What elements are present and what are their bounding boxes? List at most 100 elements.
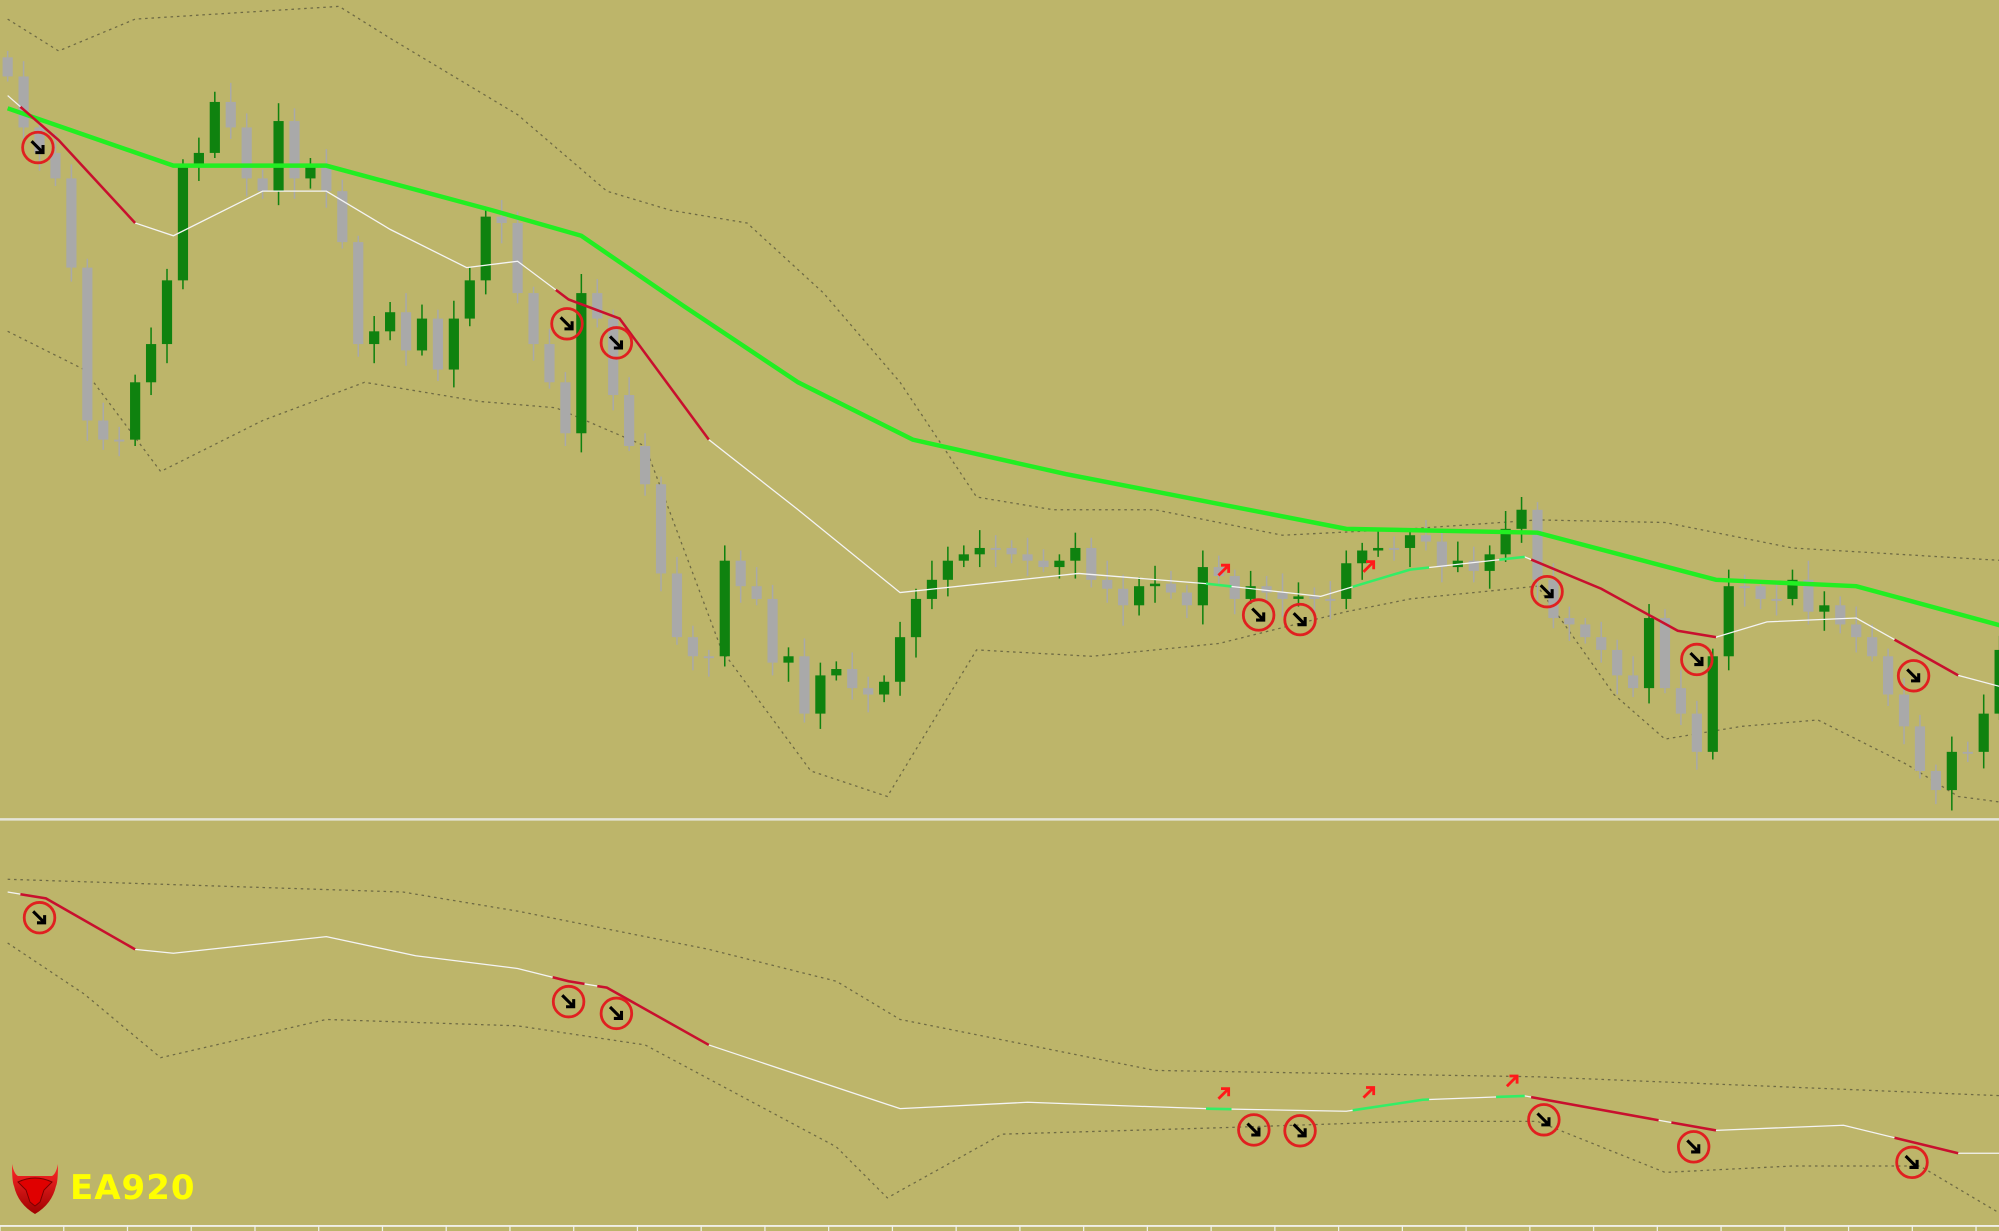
signal-circle	[1283, 1114, 1317, 1148]
bull-candle	[161, 280, 173, 345]
bull-shield-icon	[12, 1164, 58, 1214]
bear-candle	[1882, 656, 1894, 695]
bear-candle	[2, 57, 13, 77]
signal-circle	[1680, 642, 1714, 677]
signal-circle	[550, 307, 584, 341]
bull-candle	[1787, 579, 1798, 599]
sell-arrow-icon	[1251, 607, 1266, 622]
bull-candle	[145, 344, 157, 383]
bear-candle	[1596, 637, 1607, 650]
sell-arrow-icon	[1292, 612, 1307, 627]
buy-arrow-icon	[1217, 563, 1231, 577]
bear-candle	[1118, 588, 1129, 606]
downtrend-segment	[555, 288, 710, 441]
bull-candle	[974, 547, 985, 555]
bear-candle	[66, 178, 77, 268]
bear-candle	[863, 688, 874, 695]
bear-candle	[767, 598, 778, 663]
bear-candle	[1930, 770, 1941, 791]
bear-candle	[1277, 592, 1288, 599]
signal-circle	[1896, 659, 1931, 693]
bear-candle	[655, 484, 667, 574]
signal-circle	[22, 901, 57, 935]
lower-band-line	[7, 330, 1999, 803]
bear-candle	[639, 446, 651, 485]
bear-candle	[1898, 694, 1910, 727]
bull-candle	[1054, 560, 1065, 568]
bear-candle	[703, 656, 714, 659]
signal-circle	[1527, 1103, 1561, 1137]
bear-candle	[432, 318, 444, 370]
sell-arrow-icon	[1904, 1154, 1919, 1169]
bear-candle	[512, 223, 523, 294]
uptrend-segment	[1499, 555, 1525, 561]
bull-candle	[1946, 751, 1957, 791]
sell-arrow-icon	[32, 910, 47, 925]
bear-candle	[624, 395, 635, 447]
bull-candle	[1070, 547, 1081, 561]
uptrend-segment	[1206, 1107, 1232, 1111]
bear-candle	[1628, 675, 1639, 689]
bear-candle	[321, 165, 332, 192]
bull-candle	[480, 216, 491, 281]
bear-candle	[1564, 618, 1575, 625]
bull-candle	[416, 318, 428, 351]
bull-candle	[719, 560, 730, 657]
buy-arrow-icon	[1362, 560, 1376, 573]
bear-candle	[544, 344, 555, 383]
buy-arrow-icon	[1217, 1087, 1231, 1100]
bull-candle	[130, 382, 141, 440]
sell-arrow-icon	[1246, 1122, 1261, 1137]
bull-candle	[1643, 618, 1655, 689]
bear-candle	[1022, 554, 1033, 561]
bull-candle	[783, 656, 794, 663]
bull-candle	[464, 280, 475, 319]
bear-candle	[1962, 751, 1973, 754]
bear-candle	[1102, 579, 1113, 589]
indicator-lower-band	[7, 942, 1999, 1214]
signal-circle	[599, 326, 634, 360]
sell-arrow-icon	[1539, 584, 1554, 599]
downtrend-segment	[1530, 1095, 1659, 1122]
signal-circle	[1237, 1113, 1271, 1147]
downtrend-segment	[1894, 1136, 1959, 1155]
downtrend-segment	[1530, 558, 1717, 639]
bear-candle	[82, 267, 93, 421]
bull-candle	[958, 554, 969, 561]
uptrend-segment	[1496, 1094, 1525, 1099]
bear-candle	[592, 293, 603, 319]
uptrend-segment	[1205, 582, 1232, 588]
bear-candle	[1659, 618, 1671, 689]
sell-arrow-icon	[1686, 1139, 1701, 1154]
bull-candle	[1819, 605, 1830, 612]
bull-candle	[1994, 649, 1999, 714]
time-axis	[0, 1224, 1999, 1231]
bear-candle	[1867, 637, 1878, 657]
slow-moving-average	[6, 106, 1999, 628]
indicator-upper-band	[7, 878, 1999, 1097]
signal-circle	[599, 996, 634, 1031]
bull-candle	[1516, 509, 1527, 529]
bull-candle	[193, 152, 204, 166]
fast-moving-average	[7, 95, 1999, 687]
downtrend-segment	[20, 892, 136, 951]
bear-candle	[34, 127, 45, 153]
bear-candle	[1309, 596, 1320, 599]
bull-candle	[369, 331, 380, 345]
signal-circle	[1530, 574, 1564, 609]
bear-candle	[1851, 624, 1862, 638]
bear-candle	[1436, 541, 1447, 568]
bull-candle	[879, 681, 890, 695]
bull-candle	[815, 675, 826, 714]
signal-circle	[21, 130, 55, 165]
bear-candle	[1835, 605, 1846, 625]
bear-candle	[337, 191, 348, 243]
bear-candle	[114, 439, 125, 442]
bear-candle	[799, 656, 810, 714]
upper-band-line	[7, 5, 1999, 561]
bear-candle	[225, 101, 236, 128]
signal-circle	[551, 984, 586, 1019]
bear-candle	[1548, 579, 1559, 619]
